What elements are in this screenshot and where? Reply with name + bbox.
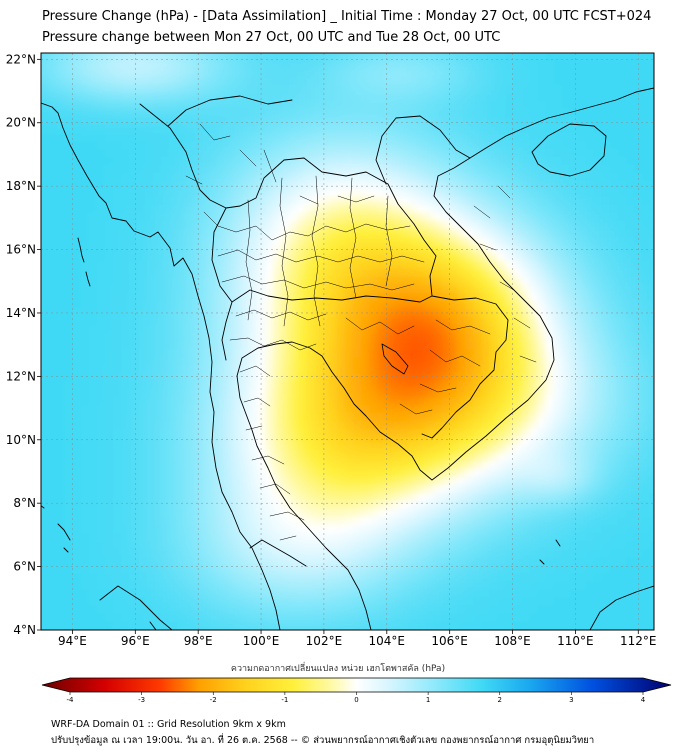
colorbar-tick-label: -1 [281,696,288,704]
lon-tick-label: 104°E [369,634,406,648]
map-frame [40,52,655,631]
sumatra-coastline [99,585,173,630]
footer-model-info: WRF-DA Domain 01 :: Grid Resolution 9km … [51,719,286,730]
mainland-coastline [41,87,654,630]
lon-tick-label: 96°E [121,634,150,648]
colorbar-tick-label: 3 [569,696,573,704]
map-subtitle: Pressure change between Mon 27 Oct, 00 U… [42,30,501,45]
lat-tick-label: 16°N [6,243,36,257]
nicobar-islands [41,505,71,553]
axis-ticks: 94°E 96°E 98°E 100°E 102°E 104°E 106°E 108°E 110… [6,52,657,648]
lon-tick-label: 94°E [58,634,87,648]
colorbar-tick-label: -2 [210,696,217,704]
lat-tick-label: 6°N [13,560,36,574]
lat-tick-label: 18°N [6,179,36,193]
lat-tick-label: 8°N [13,496,36,510]
lat-tick-label: 22°N [6,52,36,66]
map-title: Pressure Change (hPa) - [Data Assimilati… [42,9,652,24]
colorbar-tick-label: 1 [426,696,430,704]
lon-tick-label: 100°E [243,634,280,648]
lon-tick-label: 106°E [431,634,468,648]
lat-tick-label: 10°N [6,433,36,447]
country-borders [139,95,509,567]
hainan-island [531,123,607,177]
lat-tick-label: 14°N [6,306,36,320]
colorbar-ticks: -4 -3 -2 -1 0 1 2 3 4 [67,692,646,704]
footer-credits: ปรับปรุงข้อมูล ณ เวลา 19:00น. วัน อา. ที… [51,735,595,746]
tonle-sap-lake [381,343,409,375]
colorbar-bar [41,677,672,693]
colorbar-tick-label: 4 [641,696,646,704]
colorbar-label: ความกดอากาศเปลี่ยนแปลง หน่วย เฮกโตพาสคัล… [230,664,446,674]
lon-tick-label: 102°E [306,634,343,648]
province-borders [185,123,537,541]
lat-tick-label: 4°N [13,623,36,637]
colorbar-tick-label: -4 [67,696,75,704]
lon-tick-label: 108°E [494,634,531,648]
borneo-coastline [539,539,654,630]
colorbar-tick-label: 2 [498,696,502,704]
lon-tick-label: 98°E [184,634,213,648]
andaman-islands [77,237,91,287]
colorbar: -4 -3 -2 -1 0 1 2 3 4 [41,677,672,704]
lat-tick-label: 20°N [6,116,36,130]
colorbar-tick-label: 0 [354,696,358,704]
gridlines [41,53,654,630]
colorbar-tick-label: -3 [138,696,145,704]
coastlines-and-borders [41,87,654,630]
lat-tick-label: 12°N [6,369,36,383]
lon-tick-label: 110°E [557,634,594,648]
lon-tick-label: 112°E [620,634,657,648]
pressure-field [41,53,654,630]
